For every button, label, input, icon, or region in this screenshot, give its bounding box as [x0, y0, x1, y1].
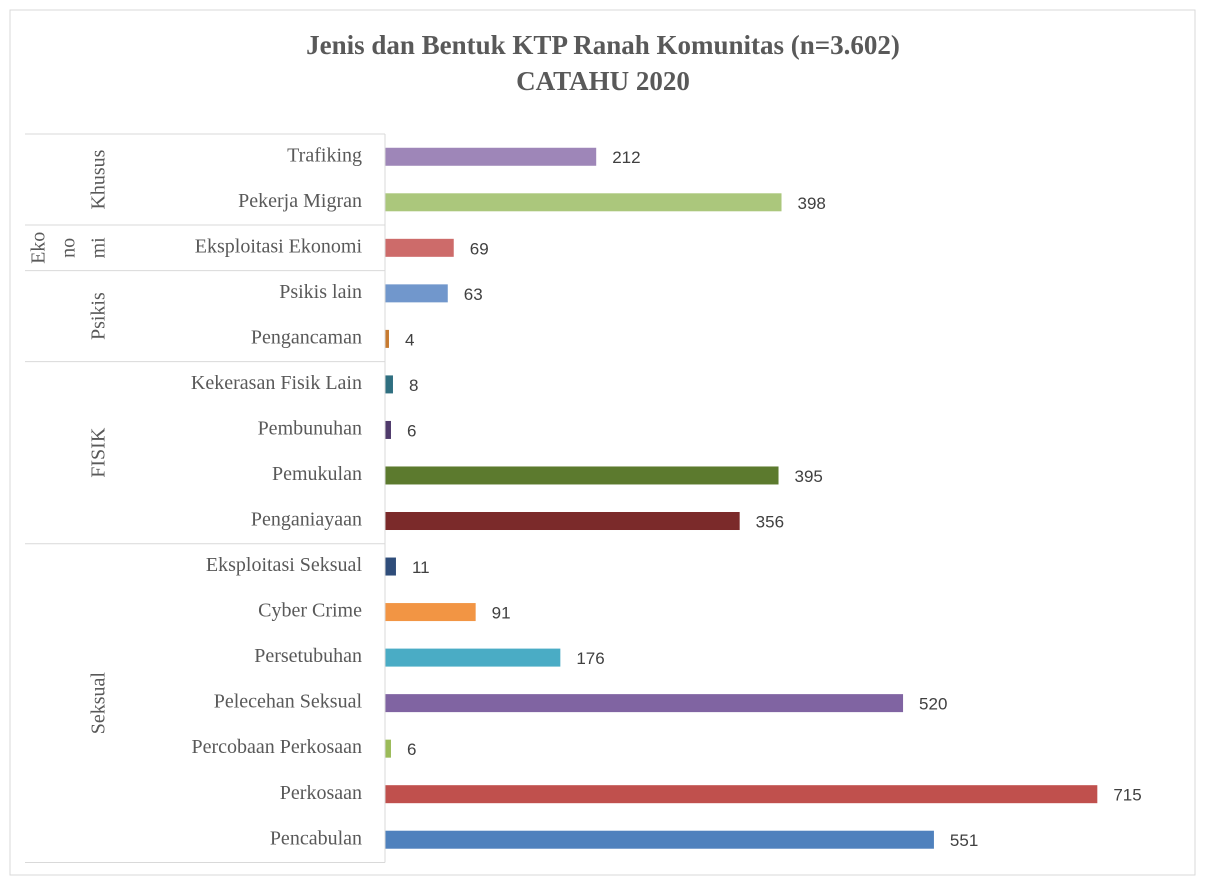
data-label: 91 — [492, 604, 511, 623]
category-label: Kekerasan Fisik Lain — [191, 372, 362, 394]
bar — [385, 785, 1098, 804]
bar — [385, 466, 779, 485]
category-label: Persetubuhan — [254, 645, 362, 667]
bar — [385, 739, 391, 758]
bar — [385, 238, 454, 257]
data-label: 11 — [412, 558, 430, 577]
category-label: Cyber Crime — [258, 600, 362, 622]
bar — [385, 420, 391, 439]
data-label: 69 — [470, 239, 489, 258]
category-label: Pengancaman — [251, 326, 362, 348]
group-label: Khusus — [88, 149, 110, 209]
group-label: Psikis — [88, 292, 110, 340]
chart-title: Jenis dan Bentuk KTP Ranah Komunitas (n=… — [306, 30, 900, 60]
category-label: Trafiking — [287, 144, 362, 166]
category-label: Eksploitasi Seksual — [206, 554, 363, 576]
bar — [385, 193, 782, 212]
bar — [385, 375, 393, 394]
category-label: Pemukulan — [272, 463, 362, 485]
bar — [385, 512, 740, 531]
bar — [385, 557, 396, 576]
bar — [385, 147, 597, 166]
data-label: 176 — [576, 649, 604, 668]
category-label: Pelecehan Seksual — [214, 691, 363, 713]
category-label: Pencabulan — [270, 827, 362, 849]
bar — [385, 329, 389, 348]
data-label: 395 — [795, 467, 823, 486]
bar — [385, 603, 476, 622]
data-label: 551 — [950, 831, 978, 850]
data-label: 356 — [756, 512, 784, 531]
category-label: Psikis lain — [279, 281, 362, 303]
data-label: 6 — [407, 421, 416, 440]
data-label: 715 — [1113, 786, 1141, 805]
data-label: 212 — [612, 148, 640, 167]
category-label: Pembunuhan — [258, 418, 362, 440]
category-label: Percobaan Perkosaan — [192, 736, 363, 758]
group-label: Seksual — [88, 672, 110, 735]
group-label: FISIK — [88, 427, 110, 478]
bar — [385, 694, 904, 713]
group-label: no — [58, 238, 80, 258]
group-label: Eko — [28, 232, 50, 264]
bar — [385, 648, 561, 667]
category-label: Penganiayaan — [251, 509, 362, 531]
group-label: mi — [88, 237, 110, 259]
data-label: 6 — [407, 740, 416, 759]
category-label: Eksploitasi Ekonomi — [195, 235, 363, 257]
data-label: 520 — [919, 695, 947, 714]
data-label: 4 — [405, 330, 414, 349]
bar — [385, 284, 448, 303]
category-label: Pekerja Migran — [238, 190, 362, 212]
data-label: 63 — [464, 285, 483, 304]
chart-title: CATAHU 2020 — [516, 66, 690, 96]
category-label: Perkosaan — [280, 782, 362, 804]
data-label: 398 — [798, 194, 826, 213]
chart-frame — [9, 9, 1196, 876]
data-label: 8 — [409, 376, 418, 395]
bar — [385, 830, 934, 849]
